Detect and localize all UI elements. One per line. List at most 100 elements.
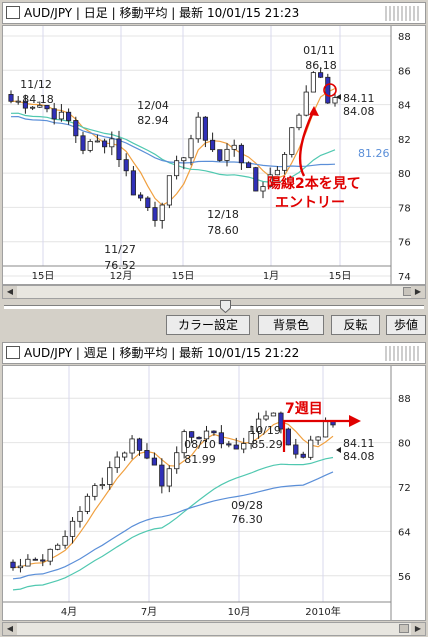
price-axis-label: 80 xyxy=(398,169,411,180)
point-date-label: 11/27 xyxy=(104,243,136,256)
point-date-label: 09/28 xyxy=(231,499,263,512)
candle-body xyxy=(40,559,46,562)
time-axis-label: 1月 xyxy=(263,270,279,282)
candle-body xyxy=(289,127,295,155)
point-date-label: 12/04 xyxy=(137,99,169,112)
weekly-chart-titlebar[interactable]: AUD/JPY | 週足 | 移動平均 | 最新 10/01/15 21:22 xyxy=(2,342,426,364)
candle-body xyxy=(107,467,113,485)
candle-body xyxy=(226,443,232,446)
scroll-right-arrow-icon[interactable]: ▶ xyxy=(411,286,425,298)
time-axis-label: 15日 xyxy=(172,271,195,282)
candle-body xyxy=(109,138,115,148)
price-axis-label: 86 xyxy=(398,66,411,77)
candle-body xyxy=(174,452,180,470)
price-tag-marker xyxy=(336,447,341,453)
candle-body xyxy=(315,436,321,441)
background-color-button[interactable]: 背景色 xyxy=(258,315,324,335)
daily-chart-titlebar[interactable]: AUD/JPY | 日足 | 移動平均 | 最新 10/01/15 21:23 xyxy=(2,2,426,24)
moving-average-line xyxy=(12,471,334,580)
candle-body xyxy=(84,495,91,512)
candle-body xyxy=(224,148,230,161)
candle-body xyxy=(37,104,43,108)
point-value-label: 78.60 xyxy=(207,224,239,237)
candle-body xyxy=(30,106,36,109)
weekly-chart-area[interactable]: 88 80 72 64 56 4月 7月 10月 2010年 08/10 81.99 10/1… xyxy=(2,365,426,621)
color-settings-button[interactable]: カラー設定 xyxy=(166,315,250,335)
ma-value-label: 81.26 xyxy=(358,147,390,160)
titlebar-grip[interactable] xyxy=(385,346,421,361)
price-axis-label: 78 xyxy=(398,203,411,214)
candle-body xyxy=(166,468,172,487)
time-axis-label: 12月 xyxy=(110,270,133,282)
scroll-left-arrow-icon[interactable]: ◀ xyxy=(3,286,17,298)
scroll-thumb[interactable] xyxy=(399,624,409,633)
candle-body xyxy=(129,438,135,454)
entry-highlight-circle xyxy=(323,83,337,97)
candle-body xyxy=(260,186,266,192)
daily-chart-area[interactable]: 88 86 84 82 80 78 76 74 15日 12月 15日 1月 15日 11/12 84… xyxy=(2,25,426,285)
time-axis-label: 10月 xyxy=(228,606,251,618)
price-axis-label: 88 xyxy=(398,32,411,43)
price-tag-ask: 84.08 xyxy=(343,450,375,463)
candle-body xyxy=(166,175,172,206)
week-count-bracket xyxy=(282,419,349,452)
point-value-label: 86.18 xyxy=(305,59,337,72)
candle-body xyxy=(159,464,165,487)
price-axis-label: 80 xyxy=(398,439,411,450)
daily-candlestick-chart: 88 86 84 82 80 78 76 74 15日 12月 15日 1月 15日 11/12 84… xyxy=(3,26,411,284)
candle-body xyxy=(285,428,291,446)
candle-body xyxy=(296,114,302,129)
zoom-slider[interactable] xyxy=(2,300,426,314)
titlebar-grip[interactable] xyxy=(385,6,421,21)
candle-body xyxy=(233,444,239,450)
daily-chart-window: AUD/JPY | 日足 | 移動平均 | 最新 10/01/15 21:23 … xyxy=(2,2,426,335)
candle-body xyxy=(188,138,194,159)
price-axis-label: 88 xyxy=(398,394,411,405)
time-axis-label: 2010年 xyxy=(305,605,340,618)
annotation-arrowhead xyxy=(309,106,319,116)
chart-window-icon xyxy=(6,6,20,19)
candle-body xyxy=(55,544,61,550)
candle-body xyxy=(274,169,280,176)
candle-body xyxy=(253,167,259,192)
step-button[interactable]: 歩値 xyxy=(386,315,426,335)
candle-body xyxy=(246,162,252,169)
candle-body xyxy=(211,430,217,434)
candle-body xyxy=(73,120,79,137)
scroll-right-arrow-icon[interactable]: ▶ xyxy=(411,623,425,635)
daily-chart-title: AUD/JPY | 日足 | 移動平均 | 最新 10/01/15 21:23 xyxy=(24,6,300,20)
moving-average-line xyxy=(10,87,336,206)
candle-body xyxy=(15,100,21,103)
candle-body xyxy=(217,149,223,161)
candle-body xyxy=(203,430,210,440)
candle-body xyxy=(188,431,195,438)
candle-body xyxy=(310,72,316,93)
price-tag-ask: 84.08 xyxy=(343,105,375,118)
candle-body xyxy=(32,558,38,561)
candle-body xyxy=(308,439,314,458)
price-axis-label: 82 xyxy=(398,135,411,146)
candle-body xyxy=(102,140,108,148)
price-tag-bid: 84.11 xyxy=(343,92,375,105)
candle-body xyxy=(231,144,237,150)
daily-chart-scrollbar[interactable]: ◀ ▶ xyxy=(2,285,426,299)
candle-body xyxy=(248,431,254,444)
zoom-slider-knob-icon[interactable] xyxy=(220,300,231,313)
price-axis-label: 64 xyxy=(398,527,411,538)
week-count-annotation: 7週目 xyxy=(285,401,323,417)
candle-body xyxy=(87,141,93,151)
candle-body xyxy=(181,431,187,454)
invert-button[interactable]: 反転 xyxy=(331,315,380,335)
weekly-chart-scrollbar[interactable]: ◀ ▶ xyxy=(2,622,426,636)
zoom-slider-track xyxy=(4,305,424,309)
scroll-left-arrow-icon[interactable]: ◀ xyxy=(3,623,17,635)
point-value-label: 82.94 xyxy=(137,114,169,127)
annotation-arrow xyxy=(298,111,315,177)
candle-body xyxy=(152,207,158,221)
candle-body xyxy=(62,535,68,546)
price-axis-label: 74 xyxy=(398,272,411,283)
candle-body xyxy=(94,140,100,143)
candle-body xyxy=(8,94,14,102)
candle-body xyxy=(330,421,336,426)
point-value-label: 84.18 xyxy=(22,93,54,106)
